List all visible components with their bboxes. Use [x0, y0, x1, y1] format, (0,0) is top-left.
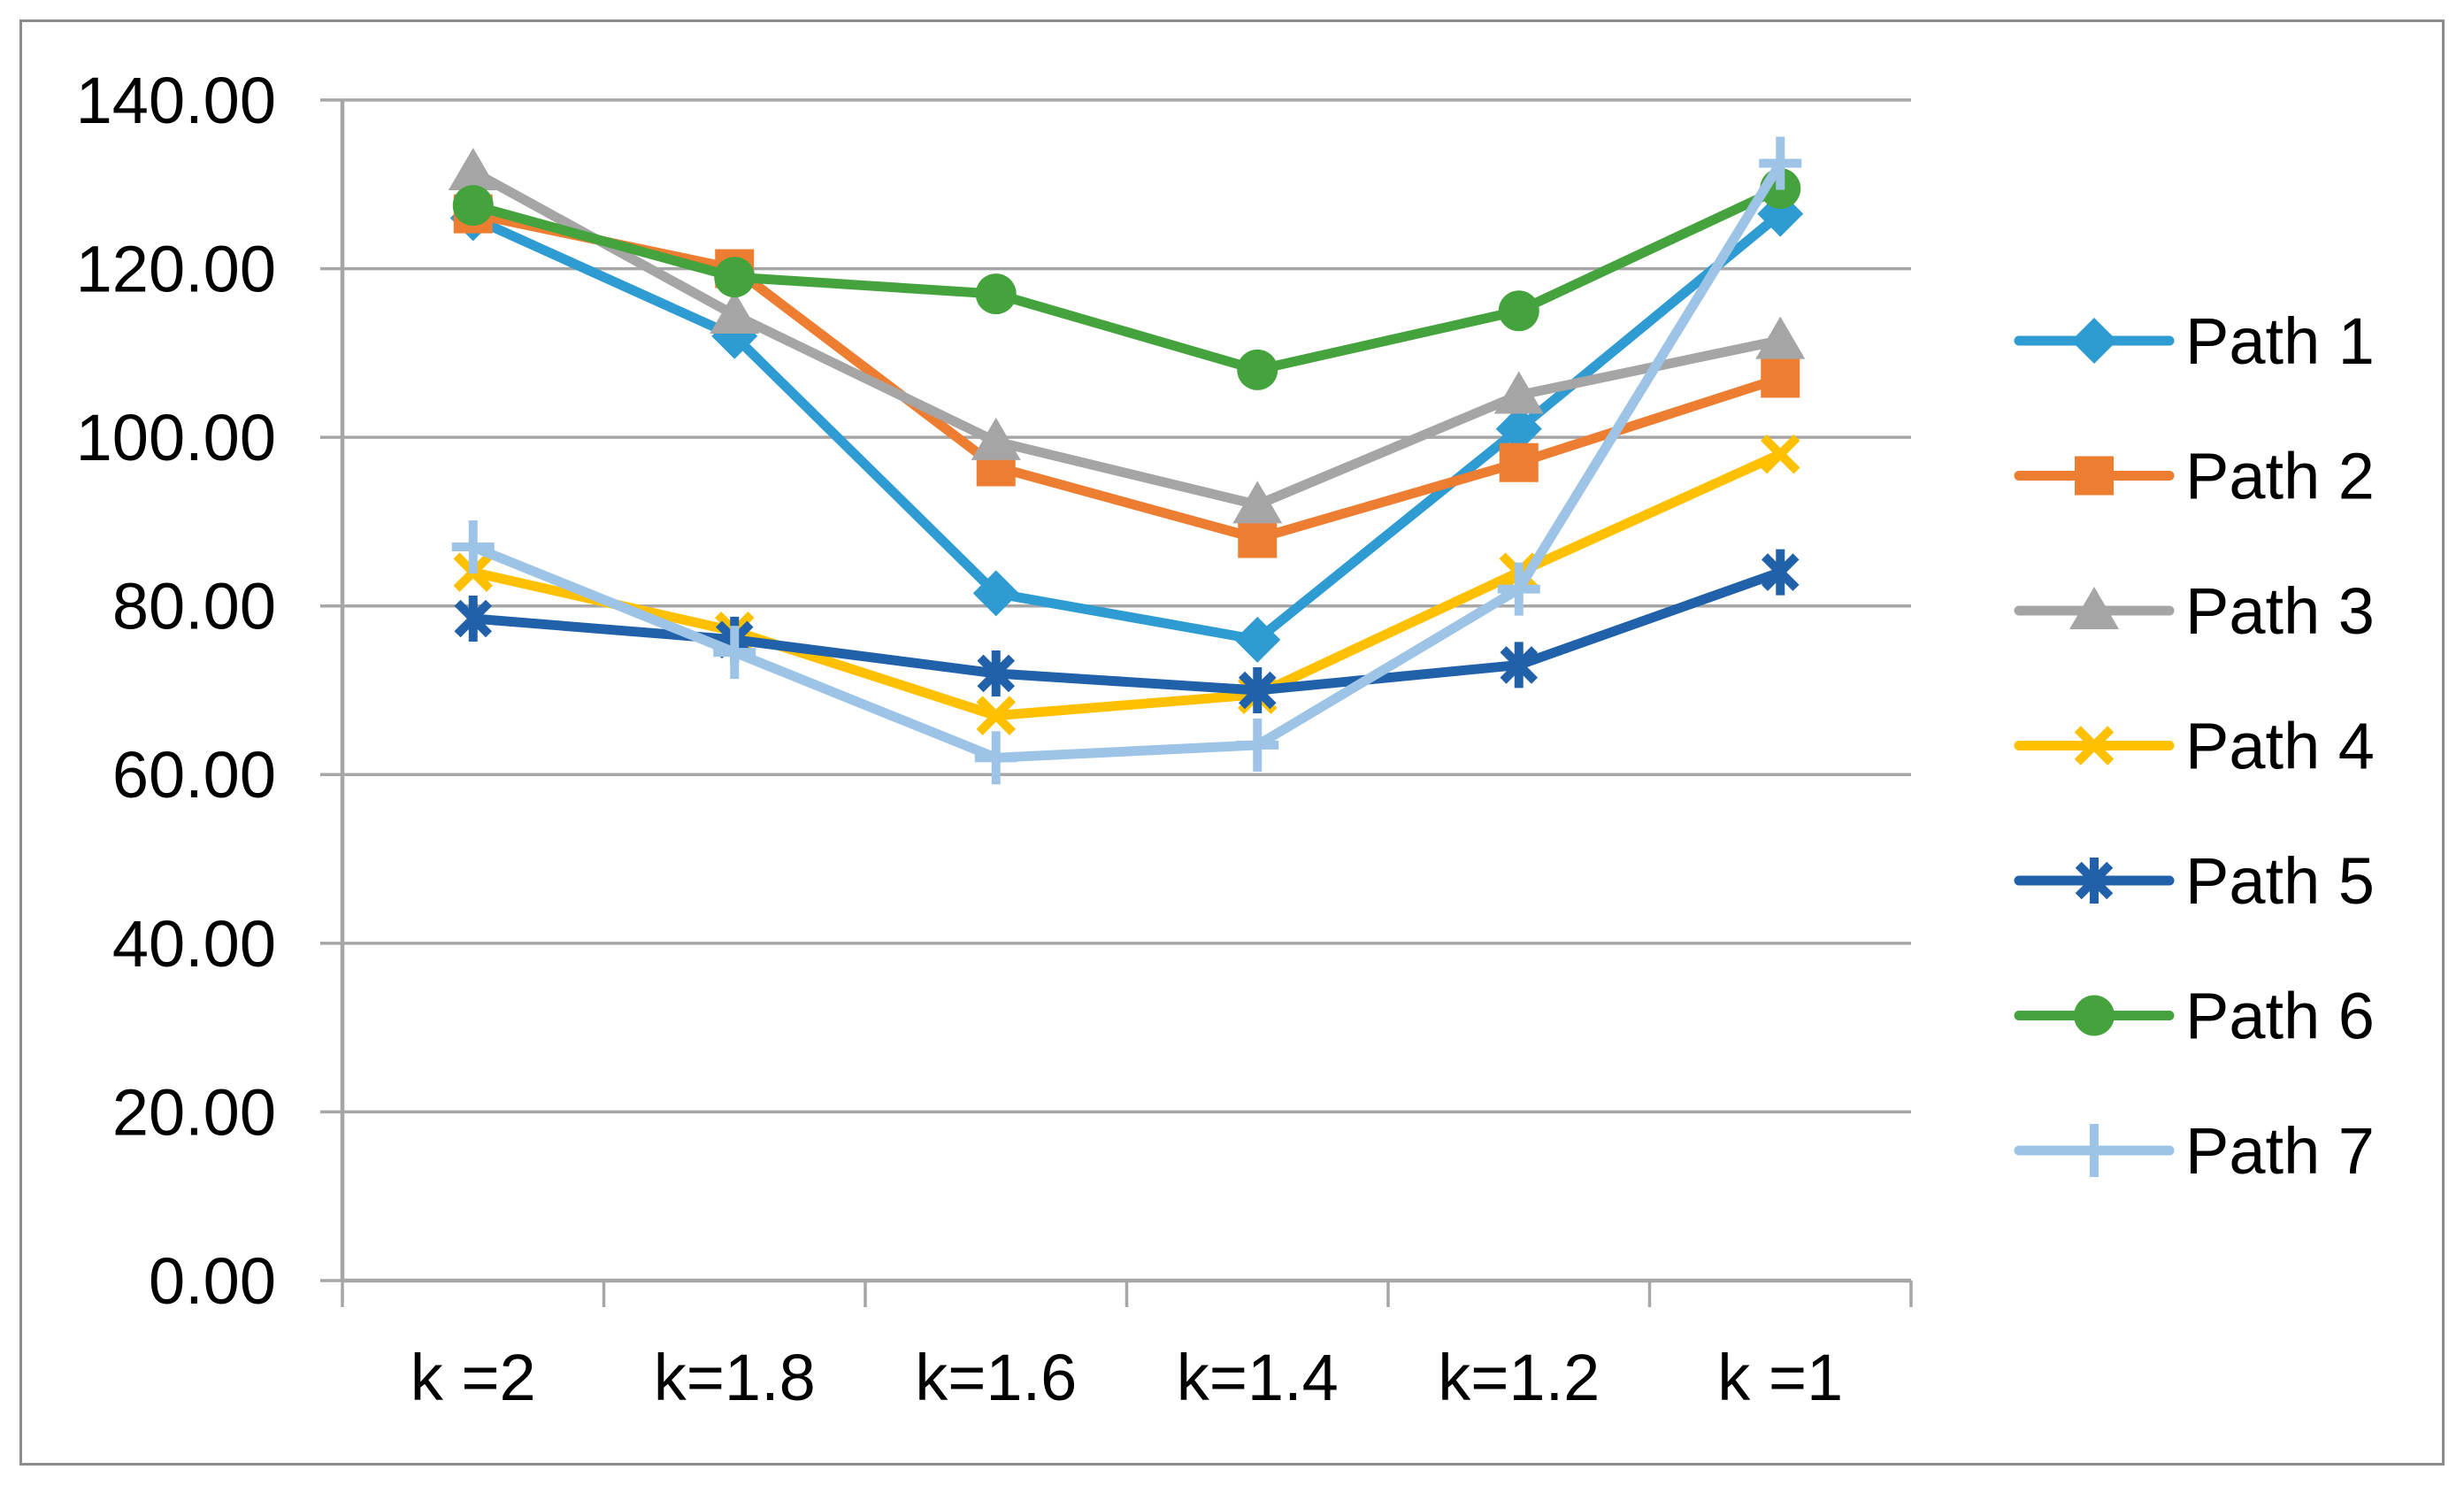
- series-path-5: [454, 549, 1800, 713]
- series-marker-triangle: [2069, 587, 2119, 629]
- legend-item-path-5: Path 5: [2014, 844, 2375, 918]
- legend-item-path-4: Path 4: [2014, 709, 2375, 782]
- series-path-1: [449, 190, 1804, 663]
- series-marker-square: [1238, 519, 1278, 558]
- series-marker-triangle: [1755, 316, 1806, 359]
- series-marker-circle: [1498, 290, 1539, 332]
- series-marker-diamond: [2071, 318, 2117, 364]
- series-marker-diamond: [1234, 616, 1281, 663]
- series-marker-asterisk: [2075, 861, 2114, 900]
- x-axis-tick-label: k =2: [411, 1341, 536, 1414]
- y-axis-tick-label: 60.00: [112, 738, 276, 812]
- series-marker-asterisk: [1238, 671, 1277, 710]
- series-marker-triangle: [1232, 481, 1283, 524]
- legend-item-path-2: Path 2: [2014, 439, 2375, 512]
- series-line: [468, 166, 1785, 510]
- y-axis-tick-label: 140.00: [76, 64, 276, 137]
- legend-label: Path 6: [2185, 979, 2375, 1052]
- series-marker-circle: [452, 185, 494, 227]
- x-axis-tick-label: k=1.2: [1438, 1341, 1600, 1414]
- series-marker-asterisk: [1500, 646, 1539, 684]
- series-marker-asterisk: [454, 599, 493, 638]
- legend-item-path-7: Path 7: [2014, 1114, 2375, 1188]
- series-marker-triangle: [971, 417, 1021, 460]
- series-path-6: [452, 168, 1801, 390]
- series-marker-circle: [714, 257, 756, 298]
- y-axis-tick-label: 40.00: [112, 907, 276, 981]
- series-marker-circle: [1237, 349, 1278, 390]
- series-marker-x: [976, 696, 1017, 735]
- series-line: [468, 158, 1785, 763]
- legend-label: Path 2: [2185, 439, 2375, 512]
- x-axis-tick-label: k =1: [1717, 1341, 1843, 1414]
- legend-label: Path 1: [2185, 304, 2375, 378]
- series-marker-circle: [2074, 995, 2115, 1036]
- series-line: [468, 209, 1785, 645]
- series-line: [468, 183, 1785, 375]
- legend-label: Path 4: [2185, 709, 2375, 782]
- x-axis-tick-label: k=1.8: [654, 1341, 816, 1414]
- series-marker-diamond: [1495, 405, 1542, 452]
- legend-item-path-1: Path 1: [2014, 304, 2375, 378]
- series-marker-triangle: [448, 147, 498, 190]
- x-axis-tick-label: k=1.6: [915, 1341, 1077, 1414]
- series-line: [468, 567, 1785, 696]
- legend-label: Path 5: [2185, 844, 2375, 918]
- series-marker-triangle: [710, 290, 760, 334]
- series-marker-square: [2075, 456, 2114, 496]
- legend-item-path-6: Path 6: [2014, 979, 2375, 1052]
- series-marker-square: [1499, 442, 1539, 482]
- legend-item-path-3: Path 3: [2014, 574, 2375, 648]
- series-marker-square: [1761, 358, 1800, 398]
- chart-outer-border: [19, 19, 2445, 1466]
- y-axis-tick-label: 120.00: [76, 232, 276, 305]
- series-marker-asterisk: [1761, 553, 1800, 591]
- series-marker-triangle: [1493, 371, 1544, 414]
- y-axis-tick-label: 100.00: [76, 401, 276, 474]
- series-path-7: [451, 136, 1802, 785]
- series-marker-x: [1760, 434, 1800, 474]
- legend-label: Path 7: [2185, 1114, 2375, 1188]
- series-marker-diamond: [972, 570, 1019, 617]
- x-axis-tick-label: k=1.4: [1177, 1341, 1339, 1414]
- legend-label: Path 3: [2185, 574, 2375, 648]
- series-line: [468, 209, 1785, 543]
- series-marker-circle: [975, 273, 1017, 315]
- series-line: [468, 449, 1785, 721]
- y-axis-tick-label: 20.00: [112, 1075, 276, 1149]
- series-path-4: [453, 434, 1800, 735]
- series-path-3: [448, 147, 1806, 524]
- series-marker-x: [2074, 726, 2115, 766]
- y-axis-tick-label: 0.00: [149, 1244, 276, 1318]
- y-axis-tick-label: 80.00: [112, 570, 276, 643]
- series-marker-asterisk: [977, 654, 1016, 693]
